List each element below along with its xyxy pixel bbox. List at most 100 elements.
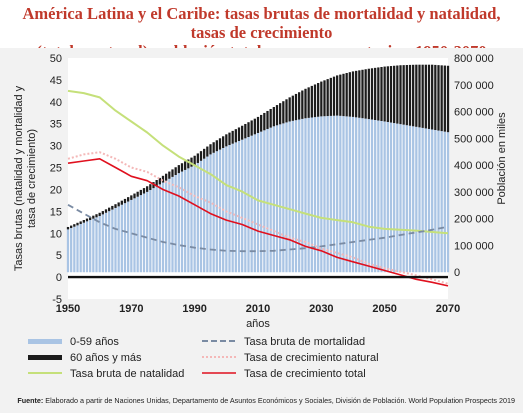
source-note: Fuente: Elaborado a partir de Naciones U… bbox=[0, 396, 515, 405]
total-growth-line bbox=[67, 158, 449, 287]
bar-60plus-1959 bbox=[95, 214, 98, 218]
bar-0-59-2040 bbox=[351, 116, 355, 273]
bar-0-59-2055 bbox=[399, 124, 402, 273]
bar-0-59-2032 bbox=[326, 116, 329, 273]
bar-60plus-2057 bbox=[405, 65, 408, 126]
bar-60plus-2022 bbox=[294, 93, 298, 121]
bar-0-59-1969 bbox=[127, 201, 130, 273]
x-tick-label: 1990 bbox=[182, 303, 206, 315]
bar-0-59-1965 bbox=[114, 207, 117, 273]
bar-0-59-2026 bbox=[307, 117, 310, 273]
bar-0-59-2061 bbox=[418, 127, 421, 273]
bar-60plus-2015 bbox=[272, 107, 275, 127]
bar-60plus-1992 bbox=[199, 151, 203, 161]
bar-0-59-2043 bbox=[361, 118, 364, 273]
bar-60plus-2065 bbox=[431, 64, 434, 130]
y-left-tick-label: 5 bbox=[56, 250, 62, 262]
bar-0-59-1954 bbox=[79, 224, 82, 273]
bar-60plus-1974 bbox=[142, 188, 146, 194]
bar-60plus-1980 bbox=[161, 175, 165, 183]
bar-0-59-1962 bbox=[104, 212, 108, 273]
bar-60plus-2020 bbox=[288, 97, 291, 122]
bar-0-59-2001 bbox=[228, 145, 231, 273]
bar-60plus-1964 bbox=[111, 205, 114, 210]
natural-growth-line bbox=[67, 151, 449, 285]
y-left-tick-label: 10 bbox=[50, 228, 62, 240]
bar-0-59-1956 bbox=[85, 221, 89, 273]
y-left-tick-label: 35 bbox=[50, 119, 62, 131]
legend-label: 60 años y más bbox=[70, 352, 142, 364]
bar-60plus-2017 bbox=[279, 103, 282, 125]
bar-60plus-2041 bbox=[355, 70, 358, 118]
x-tick-label: 1950 bbox=[56, 303, 80, 315]
bar-60plus-2029 bbox=[317, 83, 320, 117]
bar-60plus-2012 bbox=[263, 112, 266, 131]
bar-60plus-2068 bbox=[440, 65, 443, 132]
bar-0-59-1989 bbox=[190, 166, 193, 273]
bar-0-59-2070 bbox=[446, 132, 450, 273]
bar-0-59-2023 bbox=[298, 119, 301, 273]
bar-0-59-2028 bbox=[313, 117, 317, 273]
bar-0-59-2022 bbox=[294, 120, 298, 273]
bar-60plus-1996 bbox=[212, 142, 215, 153]
y-left-axis-title-line-2: tasa de crecimiento) bbox=[26, 129, 38, 228]
legend-label: 0-59 años bbox=[70, 336, 119, 348]
bar-0-59-1998 bbox=[218, 149, 222, 273]
bar-0-59-1960 bbox=[98, 215, 101, 273]
bar-0-59-1976 bbox=[149, 190, 152, 273]
y-right-tick-label: 0 bbox=[454, 267, 460, 279]
bar-0-59-2049 bbox=[380, 120, 383, 273]
bar-60plus-2049 bbox=[380, 66, 383, 121]
bar-0-59-2019 bbox=[285, 122, 288, 273]
bar-60plus-2000 bbox=[225, 134, 228, 147]
bar-60plus-1956 bbox=[85, 218, 89, 222]
bar-60plus-1955 bbox=[82, 220, 85, 223]
bar-60plus-1969 bbox=[127, 197, 130, 202]
bar-0-59-2067 bbox=[437, 130, 440, 273]
bar-60plus-1979 bbox=[158, 177, 161, 185]
bar-60plus-1999 bbox=[222, 136, 225, 148]
bar-0-59-1973 bbox=[139, 195, 142, 273]
bar-60plus-2045 bbox=[367, 68, 370, 120]
bar-0-59-2041 bbox=[355, 117, 358, 273]
y-left-tick-label: 0 bbox=[56, 272, 62, 284]
bar-60plus-2036 bbox=[339, 74, 342, 116]
bar-0-59-2069 bbox=[443, 131, 446, 273]
bar-0-59-1971 bbox=[133, 198, 136, 273]
bar-60plus-2055 bbox=[399, 65, 402, 125]
bar-0-59-1972 bbox=[136, 196, 139, 273]
bar-0-59-2048 bbox=[377, 120, 380, 273]
bar-60plus-1989 bbox=[190, 157, 193, 167]
y-left-tick-label: 40 bbox=[50, 97, 62, 109]
bar-0-59-2033 bbox=[329, 115, 332, 273]
bar-60plus-2070 bbox=[446, 65, 450, 133]
bar-0-59-2027 bbox=[310, 117, 313, 273]
bar-60plus-2002 bbox=[231, 130, 234, 144]
bar-0-59-1966 bbox=[117, 206, 120, 273]
bar-0-59-1950 bbox=[66, 229, 70, 273]
y-left-tick-label: 45 bbox=[50, 75, 62, 87]
bar-0-59-2025 bbox=[304, 118, 307, 273]
bar-60plus-1958 bbox=[92, 215, 95, 219]
y-left-tick-label: 30 bbox=[50, 141, 62, 153]
bar-60plus-2032 bbox=[326, 79, 329, 117]
bar-0-59-2010 bbox=[256, 132, 260, 273]
bar-60plus-2001 bbox=[228, 132, 231, 146]
bar-0-59-1967 bbox=[120, 204, 123, 273]
bar-60plus-1973 bbox=[139, 189, 142, 196]
death-rate-line bbox=[67, 204, 449, 253]
bar-60plus-1983 bbox=[171, 169, 174, 177]
bar-60plus-1997 bbox=[215, 140, 218, 152]
bar-0-59-2018 bbox=[282, 123, 285, 273]
bar-60plus-1994 bbox=[206, 146, 209, 157]
bar-0-59-2068 bbox=[440, 131, 443, 273]
bar-60plus-2046 bbox=[370, 68, 374, 120]
bar-60plus-1987 bbox=[184, 161, 187, 170]
bar-0-59-1953 bbox=[76, 225, 79, 273]
bar-60plus-2030 bbox=[320, 81, 323, 117]
bar-0-59-2050 bbox=[383, 121, 386, 273]
y-right-tick-label: 100 000 bbox=[454, 240, 494, 252]
bar-60plus-1998 bbox=[218, 138, 222, 150]
legend-label: Tasa de crecimiento natural bbox=[244, 352, 379, 364]
